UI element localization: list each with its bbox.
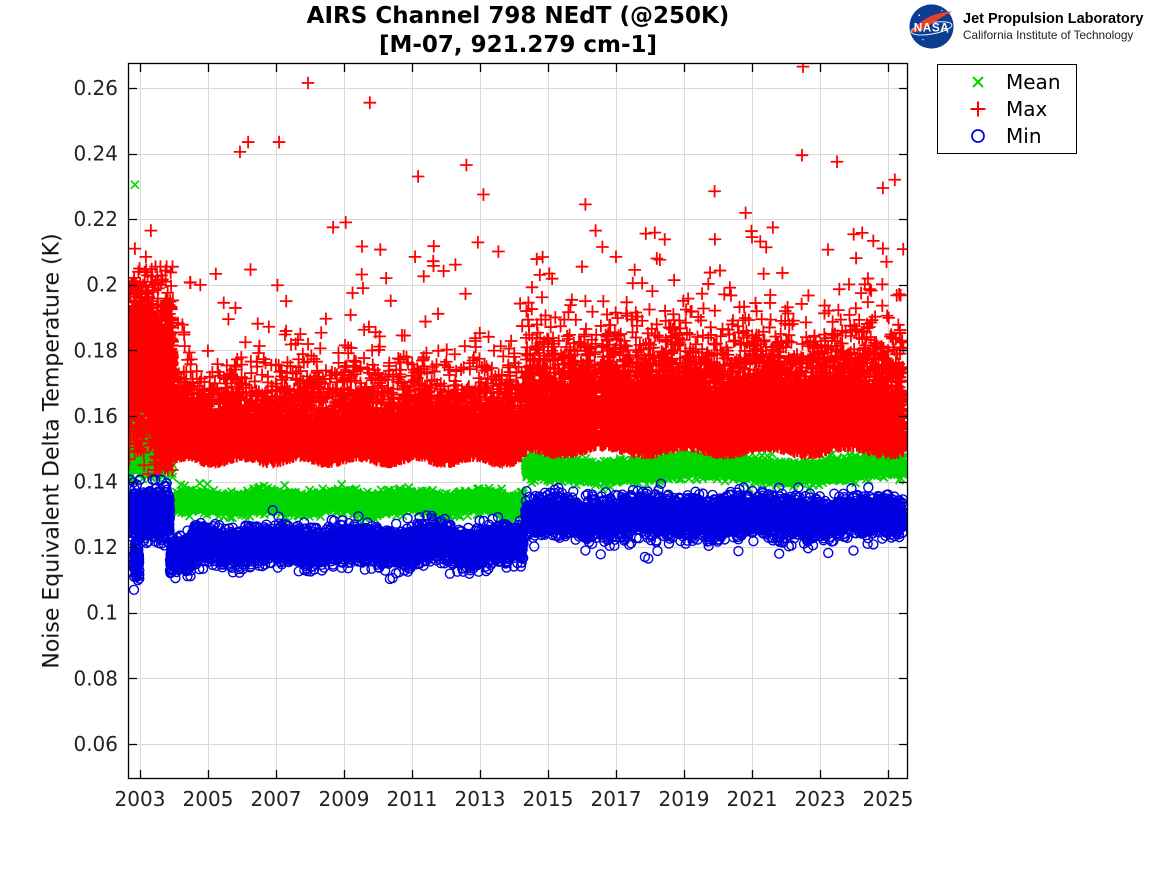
legend-box: Mean Max Min (937, 64, 1077, 154)
chart-title: AIRS Channel 798 NEdT (@250K) (306, 3, 730, 29)
nasa-logo-icon: NASA (909, 4, 954, 49)
mean-x-marker-icon (972, 75, 984, 88)
chart-subtitle: [M-07, 921.279 cm-1] (378, 32, 658, 58)
max-plus-marker-icon (970, 101, 986, 117)
legend-item-mean: Mean (938, 69, 1076, 94)
jpl-caltech: California Institute of Technology (963, 27, 1134, 42)
jpl-name: Jet Propulsion Laboratory (963, 10, 1144, 27)
legend-label-mean: Mean (1006, 69, 1061, 94)
y-axis-label: Noise Equivalent Delta Temperature (K) (39, 233, 65, 669)
legend-label-min: Min (1006, 124, 1042, 149)
jpl-text-block: Jet Propulsion Laboratory California Ins… (963, 11, 1143, 43)
chart-title-block: AIRS Channel 798 NEdT (@250K) [M-07, 921… (128, 2, 908, 60)
legend-item-min: Min (938, 124, 1076, 149)
branding-block: NASA Jet Propulsion Laboratory Californi… (908, 3, 1143, 50)
legend-label-max: Max (1006, 96, 1048, 121)
legend-item-max: Max (938, 96, 1076, 121)
min-circle-marker-icon (971, 129, 985, 144)
nasa-logo-text: NASA (914, 22, 950, 35)
